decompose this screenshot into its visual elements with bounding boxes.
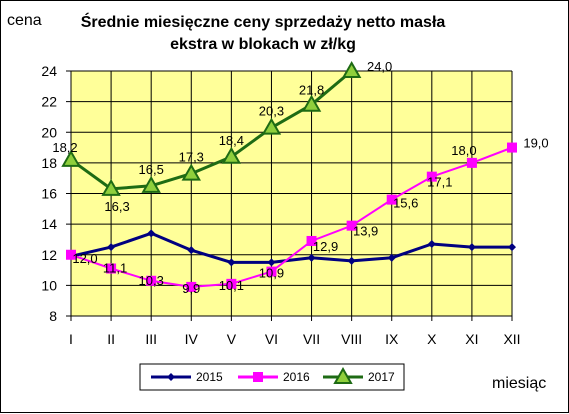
y-axis-label: cena	[7, 12, 42, 29]
point-2016-V	[226, 278, 237, 289]
x-tick-label-VIII: VIII	[341, 331, 362, 347]
data-label-2017-II: 16,3	[104, 199, 129, 214]
point-2015-XII	[508, 243, 516, 252]
x-tick-label-VI: VI	[265, 331, 278, 347]
point-2015-V	[227, 258, 236, 267]
point-2016-III	[146, 275, 157, 286]
data-label-2016-IX: 15,6	[393, 196, 418, 211]
data-label-2016-I: 12,0	[72, 251, 97, 266]
legend-label-2017: 2017	[368, 370, 395, 384]
point-2015-IX	[387, 253, 396, 262]
x-tick-label-X: X	[427, 331, 437, 347]
data-label-2016-V: 10,1	[219, 278, 244, 293]
y-tick-label-14: 14	[41, 216, 57, 232]
point-2016-XII	[507, 142, 517, 153]
series-line-2016	[70, 146, 513, 288]
point-2017-II	[101, 178, 121, 196]
data-label-2016-III: 10,3	[139, 273, 164, 288]
point-2015-X	[427, 240, 436, 249]
point-2017-VIII	[341, 60, 362, 78]
point-2016-X	[426, 171, 437, 182]
legend-label-2015: 2015	[196, 370, 223, 384]
point-2017-I	[61, 149, 81, 167]
x-tick-label-XII: XII	[503, 331, 520, 347]
legend-label-2016: 2016	[283, 370, 310, 384]
legend-marker-2015	[167, 373, 175, 381]
point-2016-IX	[386, 194, 397, 205]
point-2015-II	[107, 243, 116, 252]
point-2016-VI	[266, 266, 277, 277]
y-tick-label-10: 10	[41, 277, 57, 293]
point-2015-IV	[187, 246, 196, 255]
legend-marker-2016	[253, 372, 263, 382]
x-tick-label-III: III	[145, 331, 157, 347]
point-2016-XI	[466, 157, 477, 168]
point-2015-XI	[467, 243, 476, 252]
point-2017-VI	[261, 117, 282, 135]
chart-title-line-2: ekstra w blokach w zł/kg	[170, 36, 356, 53]
y-tick-label-12: 12	[41, 247, 57, 263]
data-label-2016-II: 11,1	[103, 261, 127, 276]
y-tick-label-16: 16	[41, 186, 57, 202]
point-2017-VII	[301, 94, 322, 112]
data-label-2016-X: 17,1	[427, 175, 452, 190]
data-label-2017-VIII: 24,0	[367, 59, 392, 74]
y-tick-label-24: 24	[41, 63, 57, 79]
x-tick-label-II: II	[107, 331, 115, 347]
y-tick-label-22: 22	[41, 94, 57, 110]
data-label-2016-XII: 19,0	[523, 136, 548, 151]
data-labels: 12,0 11,1 10,3 9,9 10,1 10,9 12,9 13,9 15,6 17,1 1…	[52, 59, 548, 296]
data-label-2016-VI: 10,9	[259, 266, 284, 281]
point-2015-VIII	[347, 256, 356, 265]
x-tick-label-IV: IV	[185, 331, 199, 347]
data-label-2016-VII: 12,9	[313, 239, 338, 254]
point-2016-IV	[186, 281, 197, 292]
x-tick-label-VII: VII	[303, 331, 320, 347]
x-tick-label-IX: IX	[385, 331, 399, 347]
data-label-2016-IV: 9,9	[182, 281, 200, 296]
data-label-2017-VI: 20,3	[259, 104, 284, 119]
x-tick-label-I: I	[69, 331, 73, 347]
data-label-2016-XI: 18,0	[451, 143, 476, 158]
point-2016-I	[66, 249, 76, 260]
x-tick-label-XI: XI	[465, 331, 478, 347]
x-axis-label: miesiąc	[492, 375, 546, 392]
legend: 2015 2016 2017	[139, 363, 405, 391]
data-label-2017-IV: 17,3	[179, 150, 204, 165]
y-tick-label-18: 18	[41, 155, 57, 171]
point-2016-II	[106, 263, 117, 274]
y-tick-label-20: 20	[41, 124, 57, 140]
data-label-2017-VII: 21,8	[299, 83, 324, 98]
data-label-2016-VIII: 13,9	[353, 224, 378, 239]
data-label-2017-V: 18,4	[219, 133, 244, 148]
point-2015-III	[147, 229, 156, 238]
point-2015-VII	[307, 253, 316, 262]
data-label-2017-I: 18,2	[52, 140, 77, 155]
legend-marker-2017	[333, 366, 353, 384]
point-2017-IV	[181, 163, 201, 181]
point-2017-III	[141, 175, 161, 193]
x-tick-label-V: V	[227, 331, 237, 347]
series-group	[61, 60, 517, 292]
point-2017-V	[221, 146, 242, 164]
point-2016-VIII	[346, 220, 357, 231]
point-2016-VII	[306, 235, 317, 246]
series-line-2015	[70, 231, 512, 264]
data-label-2017-III: 16,5	[139, 162, 164, 177]
point-2015-VI	[267, 258, 276, 267]
chart-title-line-1: Średnie miesięczne ceny sprzedaży netto …	[81, 12, 446, 31]
y-tick-label-8: 8	[49, 308, 57, 324]
